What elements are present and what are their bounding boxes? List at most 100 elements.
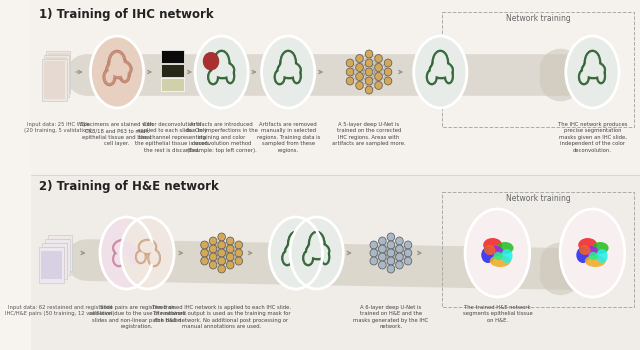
Text: Color deconvolution is
applied to each slide. Only
the channel representing
the : Color deconvolution is applied to each s… (135, 122, 209, 153)
Polygon shape (47, 53, 68, 91)
Ellipse shape (114, 253, 124, 265)
Ellipse shape (111, 53, 124, 75)
Ellipse shape (578, 69, 589, 85)
FancyArrowPatch shape (86, 260, 572, 274)
Ellipse shape (207, 69, 219, 85)
Ellipse shape (497, 242, 513, 254)
Ellipse shape (300, 249, 309, 265)
Text: Network training: Network training (506, 194, 571, 203)
Ellipse shape (432, 50, 449, 76)
Ellipse shape (585, 63, 591, 71)
Polygon shape (44, 61, 65, 99)
FancyArrowPatch shape (86, 69, 572, 80)
Ellipse shape (278, 63, 300, 77)
FancyBboxPatch shape (45, 239, 70, 275)
Circle shape (209, 245, 217, 253)
Ellipse shape (108, 50, 127, 78)
Ellipse shape (591, 242, 609, 254)
Circle shape (378, 253, 386, 261)
Polygon shape (31, 0, 640, 175)
Ellipse shape (589, 252, 598, 260)
Ellipse shape (493, 252, 503, 260)
Circle shape (218, 249, 225, 257)
FancyBboxPatch shape (42, 243, 67, 279)
Circle shape (201, 249, 209, 257)
Ellipse shape (269, 217, 323, 289)
Text: Input data: 62 restained and registered
IHC/H&E pairs (50 training, 12 validatio: Input data: 62 restained and registered … (5, 305, 115, 316)
Ellipse shape (282, 250, 293, 266)
Text: Network training: Network training (506, 14, 571, 23)
Ellipse shape (413, 36, 467, 108)
Ellipse shape (465, 209, 530, 297)
Circle shape (387, 257, 395, 265)
Ellipse shape (426, 69, 438, 85)
Bar (161, 78, 184, 91)
Text: 2) Training of H&E network: 2) Training of H&E network (39, 180, 219, 193)
Ellipse shape (484, 245, 495, 255)
Text: Specimens are stained with
CK8/18 and P63 to mark
epithelial tissue and basal
ce: Specimens are stained with CK8/18 and P6… (81, 122, 154, 146)
Ellipse shape (598, 70, 604, 82)
Circle shape (346, 59, 354, 67)
Ellipse shape (211, 61, 235, 79)
Ellipse shape (138, 239, 157, 255)
Ellipse shape (114, 244, 143, 258)
Bar (161, 64, 184, 77)
Ellipse shape (596, 68, 606, 84)
Ellipse shape (114, 241, 133, 255)
Ellipse shape (481, 247, 495, 263)
Ellipse shape (307, 244, 328, 258)
Circle shape (346, 68, 354, 76)
Text: The IHC network produces
precise segmentation
masks given an IHC slide,
independ: The IHC network produces precise segment… (557, 122, 627, 153)
Ellipse shape (566, 36, 619, 108)
Ellipse shape (119, 67, 131, 83)
Circle shape (209, 261, 217, 269)
Circle shape (356, 55, 364, 63)
Circle shape (384, 77, 392, 85)
Circle shape (404, 257, 412, 265)
Ellipse shape (560, 209, 625, 297)
Ellipse shape (323, 251, 328, 263)
Circle shape (375, 63, 382, 71)
Ellipse shape (429, 61, 454, 79)
Ellipse shape (112, 251, 125, 267)
Polygon shape (41, 251, 62, 279)
Ellipse shape (490, 255, 511, 267)
Ellipse shape (290, 217, 343, 289)
Ellipse shape (214, 63, 220, 71)
Ellipse shape (305, 242, 330, 260)
Circle shape (370, 249, 378, 257)
Circle shape (375, 55, 382, 63)
Circle shape (396, 253, 403, 261)
Ellipse shape (307, 242, 317, 254)
Ellipse shape (112, 239, 135, 257)
Ellipse shape (280, 63, 286, 71)
Circle shape (378, 237, 386, 245)
Ellipse shape (583, 246, 598, 256)
Circle shape (227, 245, 234, 253)
Ellipse shape (483, 238, 502, 252)
Text: Artifacts are introduced
due to imperfections in the
staining and color
deconvol: Artifacts are introduced due to imperfec… (186, 122, 257, 153)
Circle shape (387, 265, 395, 273)
Circle shape (209, 237, 217, 245)
Ellipse shape (103, 68, 116, 86)
Ellipse shape (122, 70, 127, 80)
FancyBboxPatch shape (44, 55, 68, 97)
Ellipse shape (586, 52, 599, 74)
Text: Artifacts are removed
manually in selected
regions. Training data is
sampled fro: Artifacts are removed manually in select… (257, 122, 320, 153)
Ellipse shape (284, 252, 291, 264)
FancyBboxPatch shape (39, 247, 64, 283)
Ellipse shape (596, 249, 607, 263)
Circle shape (365, 68, 373, 76)
Text: The trained H&E network
segments epithelial tissue
on H&E.: The trained H&E network segments epithel… (463, 305, 532, 323)
Ellipse shape (225, 68, 235, 84)
Ellipse shape (227, 70, 233, 82)
Circle shape (218, 265, 225, 273)
Ellipse shape (584, 50, 601, 76)
Ellipse shape (434, 52, 447, 74)
Ellipse shape (276, 71, 284, 83)
Circle shape (227, 261, 234, 269)
Text: The trained IHC network is applied to each IHC slide.
The network output is used: The trained IHC network is applied to ea… (152, 305, 291, 329)
Ellipse shape (215, 52, 228, 74)
Text: A 5-layer deep U-Net is
trained on the corrected
IHC regions. Areas with
artifac: A 5-layer deep U-Net is trained on the c… (332, 122, 406, 146)
Ellipse shape (274, 69, 285, 85)
